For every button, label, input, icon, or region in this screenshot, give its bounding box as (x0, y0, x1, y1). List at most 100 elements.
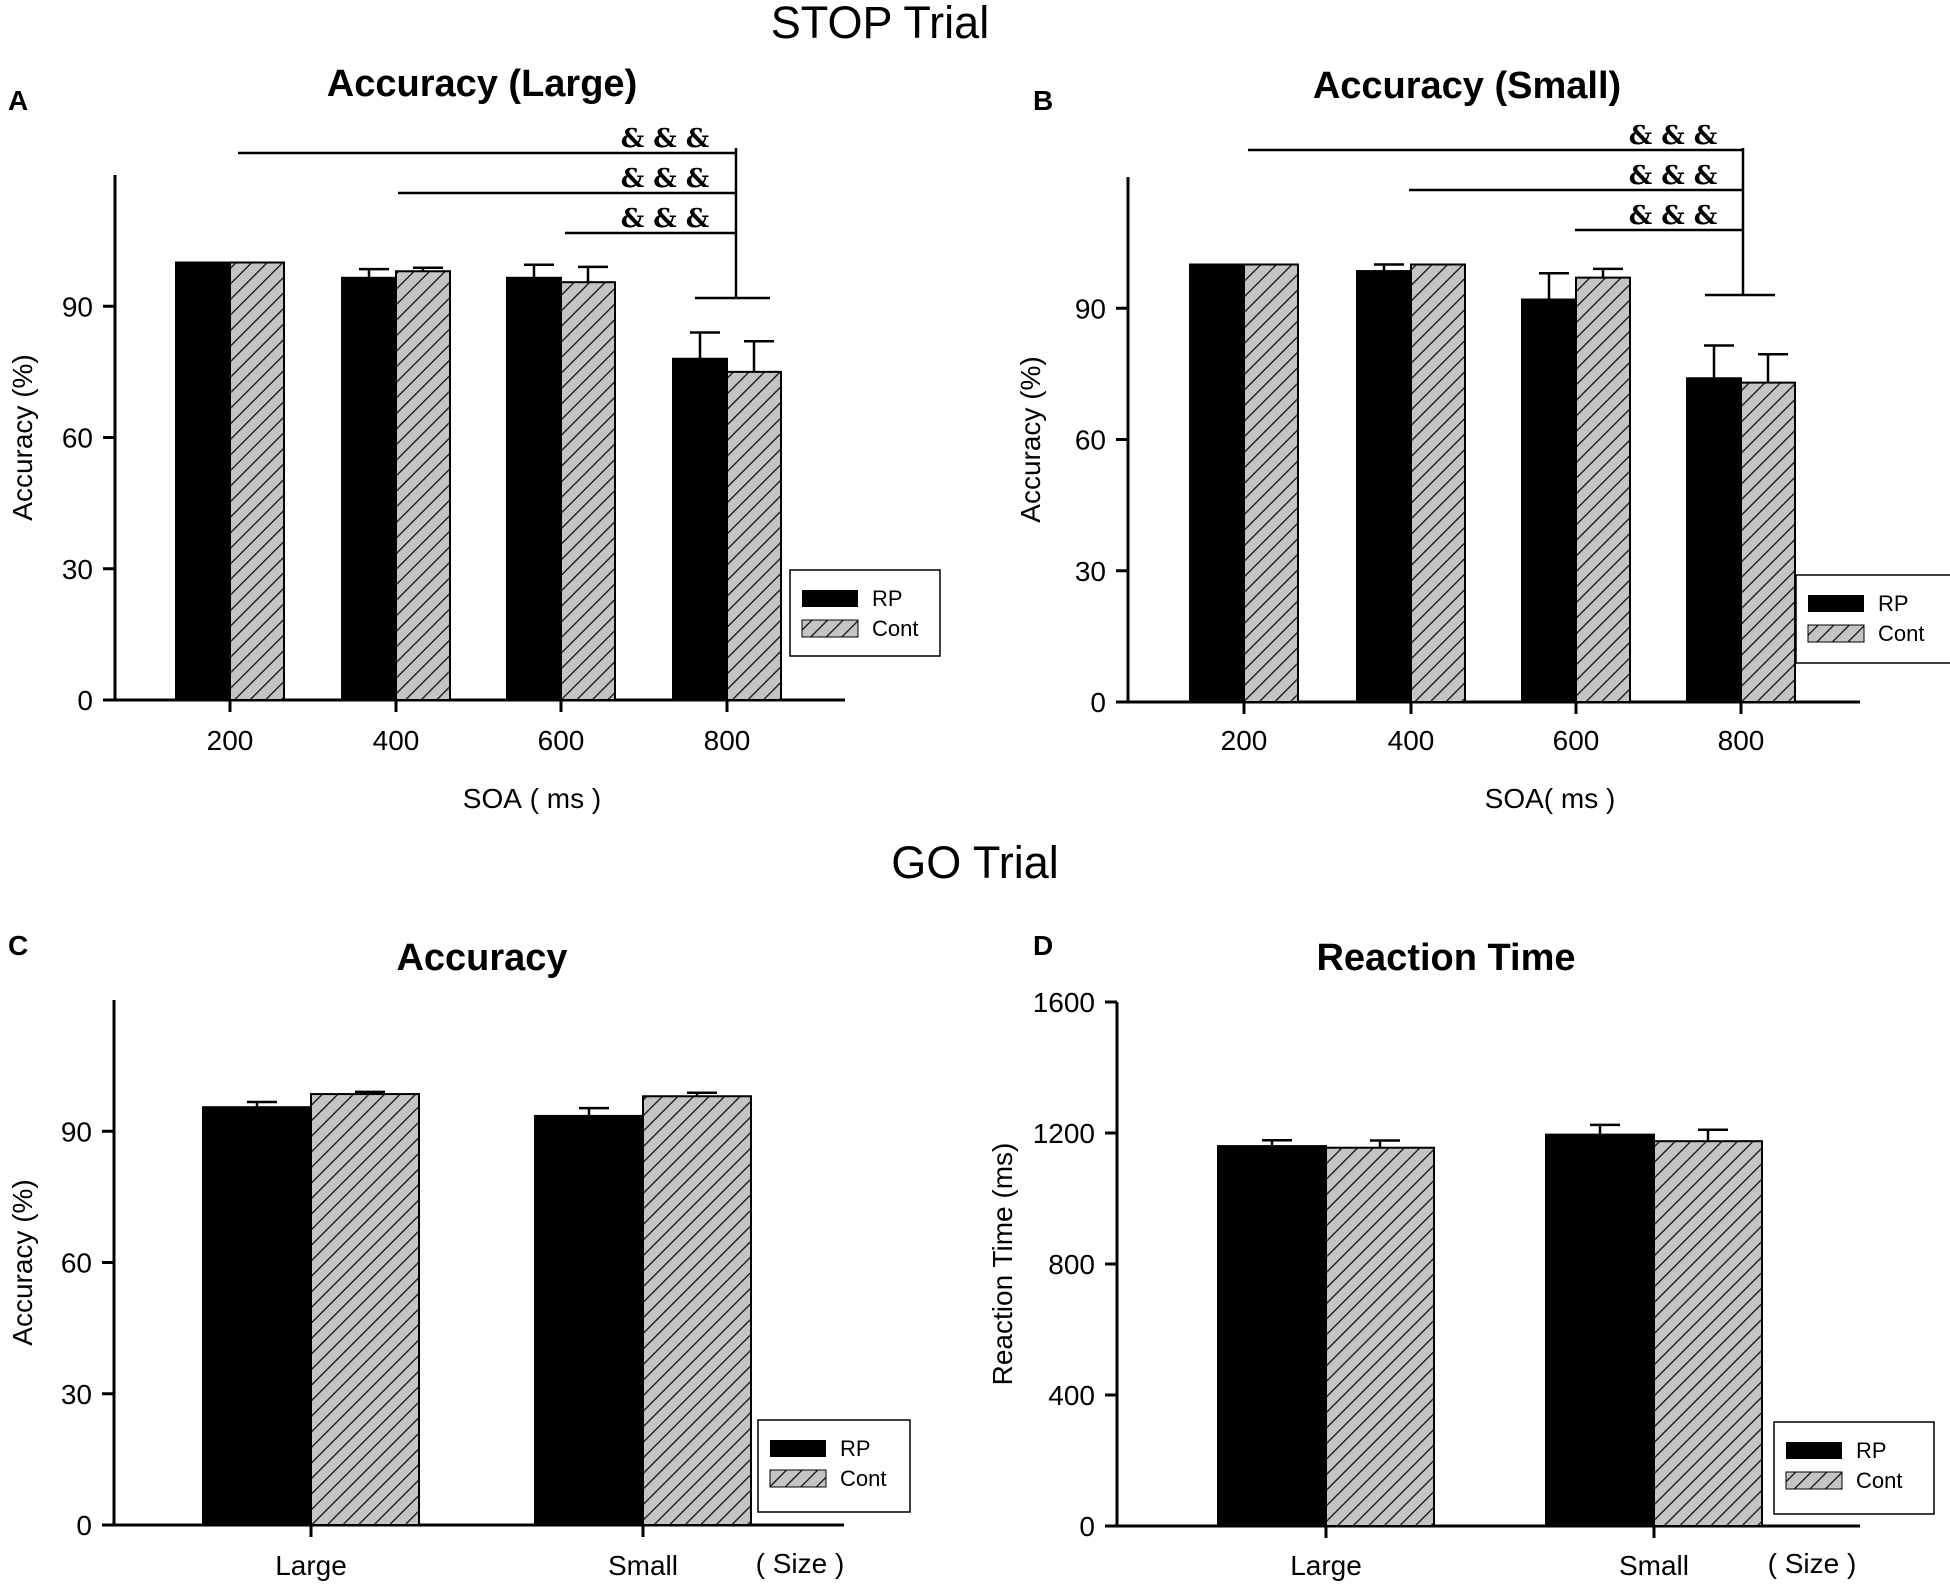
significance-marker: & & & (621, 204, 710, 234)
x-axis-unit-label: ( Size ) (756, 1548, 845, 1579)
y-tick-label: 400 (1048, 1380, 1095, 1411)
legend-label-cont: Cont (840, 1466, 886, 1491)
panel-title: Reaction Time (1316, 937, 1575, 979)
x-tick-label: 400 (373, 725, 420, 756)
bar-rp (175, 261, 231, 701)
significance-marker: & & & (1629, 161, 1718, 191)
panel-title: Accuracy (Large) (327, 63, 637, 105)
panel-b-accuracy-small: Accuracy (Small) B 0 30 60 90 Accuracy (%) 200 4… (1015, 65, 1950, 814)
legend-swatch-cont (1785, 1471, 1843, 1490)
y-tick-label: 1600 (1033, 987, 1095, 1018)
bar-cont (1575, 276, 1631, 703)
legend-label-cont: Cont (1856, 1468, 1902, 1493)
legend-swatch-cont (769, 1469, 827, 1488)
bar-rp (1521, 298, 1577, 703)
bar-rp (1545, 1133, 1655, 1527)
bar-cont (395, 270, 451, 701)
bar-rp (1686, 377, 1742, 703)
y-tick-label: 30 (61, 1379, 92, 1410)
panel-title: Accuracy (396, 937, 567, 979)
x-tick-label: 200 (1221, 725, 1268, 756)
bar-cont (229, 261, 285, 701)
bar-cont (1325, 1146, 1435, 1528)
panel-letter: B (1033, 85, 1053, 116)
y-axis-label: Accuracy (%) (1015, 356, 1046, 522)
legend-label-rp: RP (872, 586, 903, 611)
y-tick-label: 60 (1075, 425, 1106, 456)
bar-cont (726, 370, 782, 701)
legend-label-rp: RP (1878, 591, 1909, 616)
legend-label-cont: Cont (1878, 621, 1924, 646)
x-axis-label: SOA ( ms ) (463, 783, 601, 814)
x-tick-label: 800 (704, 725, 751, 756)
bar-rp (672, 357, 728, 701)
legend-swatch-rp (1786, 1442, 1842, 1459)
bar-rp (506, 276, 562, 701)
bar-cont (1653, 1140, 1763, 1527)
panel-letter: D (1033, 930, 1053, 961)
y-axis-label: Accuracy (%) (7, 354, 38, 520)
y-tick-label: 30 (62, 554, 93, 585)
significance-marker: & & & (621, 164, 710, 194)
y-tick-label: 60 (61, 1248, 92, 1279)
y-tick-label: 800 (1048, 1249, 1095, 1280)
panel-letter: A (8, 85, 28, 116)
bar-rp (1356, 270, 1412, 703)
legend-label-cont: Cont (872, 616, 918, 641)
legend-box (757, 1419, 911, 1513)
stop-trial-heading: STOP Trial (771, 0, 989, 48)
bar-cont (1243, 263, 1299, 703)
y-tick-label: 90 (61, 1116, 92, 1147)
significance-marker: & & & (1629, 121, 1718, 151)
bar-rp (341, 276, 397, 701)
x-tick-label: 800 (1718, 725, 1765, 756)
y-tick-label: 60 (62, 423, 93, 454)
y-tick-label: 0 (76, 1510, 92, 1541)
x-tick-label: Large (1290, 1550, 1362, 1581)
bar-rp (202, 1106, 312, 1526)
bar-rp (1189, 263, 1245, 703)
x-tick-label: 200 (207, 725, 254, 756)
x-axis-label: SOA( ms ) (1485, 783, 1616, 814)
legend-box (1773, 1421, 1935, 1515)
y-tick-label: 1200 (1033, 1118, 1095, 1149)
x-axis-unit-label: ( Size ) (1768, 1548, 1857, 1579)
legend-swatch-cont (1807, 624, 1865, 643)
legend-swatch-rp (802, 590, 858, 607)
significance-marker: & & & (1629, 201, 1718, 231)
bar-rp (1217, 1145, 1327, 1527)
y-tick-label: 0 (1090, 687, 1106, 718)
x-tick-label: 400 (1388, 725, 1435, 756)
y-tick-label: 30 (1075, 556, 1106, 587)
y-tick-label: 90 (1075, 293, 1106, 324)
legend-label-rp: RP (840, 1436, 871, 1461)
significance-marker: & & & (621, 124, 710, 154)
x-tick-label: Small (608, 1550, 678, 1581)
bar-cont (1740, 381, 1796, 703)
bar-cont (310, 1093, 420, 1526)
legend-label-rp: RP (1856, 1438, 1887, 1463)
bar-cont (560, 281, 616, 701)
legend-swatch-rp (1808, 595, 1864, 612)
y-axis-label: Accuracy (%) (7, 1179, 38, 1345)
panel-letter: C (8, 930, 28, 961)
go-trial-heading: GO Trial (891, 837, 1059, 888)
x-tick-label: Large (275, 1550, 347, 1581)
legend-box (789, 569, 941, 657)
y-tick-label: 0 (77, 685, 93, 716)
panel-title: Accuracy (Small) (1313, 65, 1621, 107)
x-tick-label: Small (1619, 1550, 1689, 1581)
panel-d-reaction-time: Reaction Time D 0 400 800 1200 1600 Reaction Ti… (987, 930, 1935, 1581)
x-tick-label: 600 (1553, 725, 1600, 756)
bar-rp (534, 1114, 644, 1526)
y-axis-label: Reaction Time (ms) (987, 1143, 1018, 1386)
legend-swatch-cont (801, 619, 859, 638)
bar-cont (1410, 263, 1466, 703)
y-tick-label: 0 (1079, 1511, 1095, 1542)
panel-c-go-accuracy: Accuracy C 0 30 60 90 Accuracy (%) Large Small ( … (7, 930, 911, 1581)
bar-cont (642, 1095, 752, 1526)
panel-a-accuracy-large: Accuracy (Large) A 0 30 60 90 Accuracy (%) 200 4… (7, 63, 941, 814)
x-tick-label: 600 (538, 725, 585, 756)
legend-box (1795, 574, 1950, 664)
